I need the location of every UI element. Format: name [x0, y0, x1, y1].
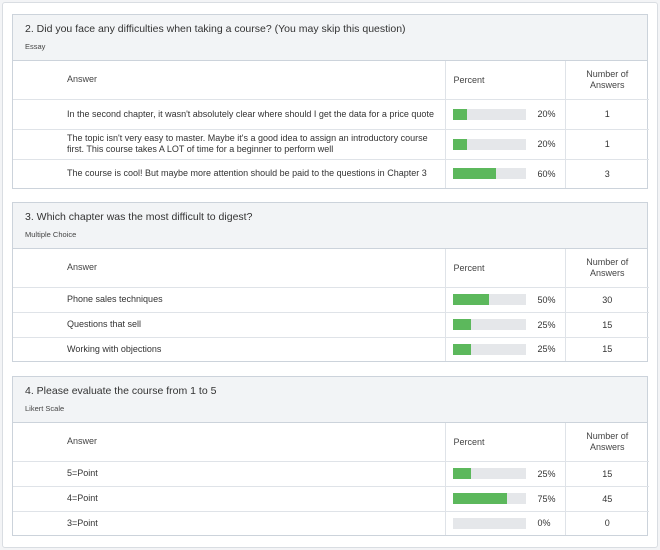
percent-value: 50%	[537, 294, 556, 305]
answer-text: In the second chapter, it wasn't absolut…	[13, 99, 445, 130]
question-card-4: 4. Please evaluate the course from 1 to …	[12, 376, 649, 536]
table-row: 5=Point 25% 15	[13, 461, 649, 487]
answer-count: 1	[564, 129, 649, 160]
table-header-row: Answer Percent Number of Answers	[13, 423, 649, 462]
answer-column-header: Answer	[13, 423, 445, 462]
answer-count: 15	[564, 312, 649, 338]
answer-column-header: Answer	[13, 249, 445, 288]
table-row: 4=Point 75% 45	[13, 486, 649, 512]
answer-column-header: Answer	[13, 61, 445, 100]
percent-bar-fill	[452, 108, 468, 120]
answer-text: Working with objections	[67, 343, 162, 354]
percent-bar	[452, 493, 526, 504]
table-row: Working with objections 25% 15	[13, 337, 649, 361]
question-header: 4. Please evaluate the course from 1 to …	[13, 377, 647, 423]
table-header-row: Answer Percent Number of Answers	[13, 249, 649, 288]
percent-column-header: Percent	[444, 61, 565, 100]
answer-count: 45	[564, 486, 649, 512]
answer-text: Phone sales techniques	[13, 287, 445, 313]
table-row: The topic isn't very easy to master. May…	[13, 129, 649, 160]
percent-bar	[452, 108, 526, 120]
percent-bar	[452, 294, 526, 305]
percent-bar	[452, 319, 526, 330]
table-header-row: Answer Percent Number of Answers	[13, 61, 649, 100]
count-column-header: Number of Answers	[564, 61, 649, 100]
percent-bar	[452, 517, 526, 529]
answer-text: 5=Point	[13, 461, 445, 487]
table-row: In the second chapter, it wasn't absolut…	[13, 99, 649, 130]
question-card-3: 3. Which chapter was the most difficult …	[12, 202, 649, 362]
results-table: Answer Percent Number of Answers 5=Point …	[13, 423, 649, 535]
answer-text: 3=Point	[67, 517, 98, 528]
answer-count: 1	[564, 99, 649, 130]
percent-value: 75%	[537, 493, 556, 504]
answer-text: Questions that sell	[13, 312, 445, 338]
percent-bar-fill	[452, 493, 508, 504]
answer-text: The topic isn't very easy to master. May…	[13, 129, 445, 160]
answer-text: The course is cool! But maybe more atten…	[67, 168, 427, 179]
table-row: The course is cool! But maybe more atten…	[13, 159, 649, 188]
question-type: Likert Scale	[25, 404, 65, 413]
percent-bar	[452, 468, 526, 479]
answer-count: 30	[564, 287, 649, 313]
percent-bar-fill	[452, 168, 497, 180]
answer-count: 0	[564, 511, 649, 535]
percent-value: 25%	[537, 344, 556, 355]
question-type: Multiple Choice	[25, 230, 77, 239]
percent-value: 25%	[537, 319, 556, 330]
table-row: 3=Point 0% 0	[13, 511, 649, 535]
percent-bar-fill	[452, 468, 471, 479]
percent-value: 0%	[537, 518, 551, 529]
results-table: Answer Percent Number of Answers Phone sa…	[13, 249, 649, 361]
question-title: 4. Please evaluate the course from 1 to …	[25, 385, 217, 397]
answer-count: 3	[564, 159, 649, 188]
percent-bar-fill	[452, 294, 489, 305]
percent-bar-fill	[452, 138, 468, 150]
question-header: 2. Did you face any difficulties when ta…	[13, 15, 647, 61]
count-column-header: Number of Answers	[564, 249, 649, 288]
question-header: 3. Which chapter was the most difficult …	[13, 203, 647, 249]
percent-bar-fill	[452, 343, 471, 355]
percent-column-header: Percent	[444, 249, 565, 288]
answer-count: 15	[564, 337, 649, 361]
answer-count: 15	[564, 461, 649, 487]
answer-text: 4=Point	[13, 486, 445, 512]
percent-value: 20%	[537, 109, 556, 119]
percent-bar	[452, 343, 526, 355]
percent-value: 25%	[537, 468, 556, 479]
percent-value: 20%	[537, 139, 556, 149]
count-column-header: Number of Answers	[564, 423, 649, 462]
results-table: Answer Percent Number of Answers In the s…	[13, 61, 649, 188]
percent-column-header: Percent	[444, 423, 565, 462]
percent-bar	[452, 168, 526, 180]
percent-value: 60%	[537, 168, 556, 179]
question-type: Essay	[25, 42, 46, 51]
table-row: Phone sales techniques 50% 30	[13, 287, 649, 313]
question-title: 2. Did you face any difficulties when ta…	[25, 23, 406, 35]
percent-bar	[452, 138, 526, 150]
table-row: Questions that sell 25% 15	[13, 312, 649, 338]
question-card-2: 2. Did you face any difficulties when ta…	[12, 14, 649, 189]
percent-bar-fill	[452, 319, 471, 330]
question-title: 3. Which chapter was the most difficult …	[25, 211, 253, 223]
